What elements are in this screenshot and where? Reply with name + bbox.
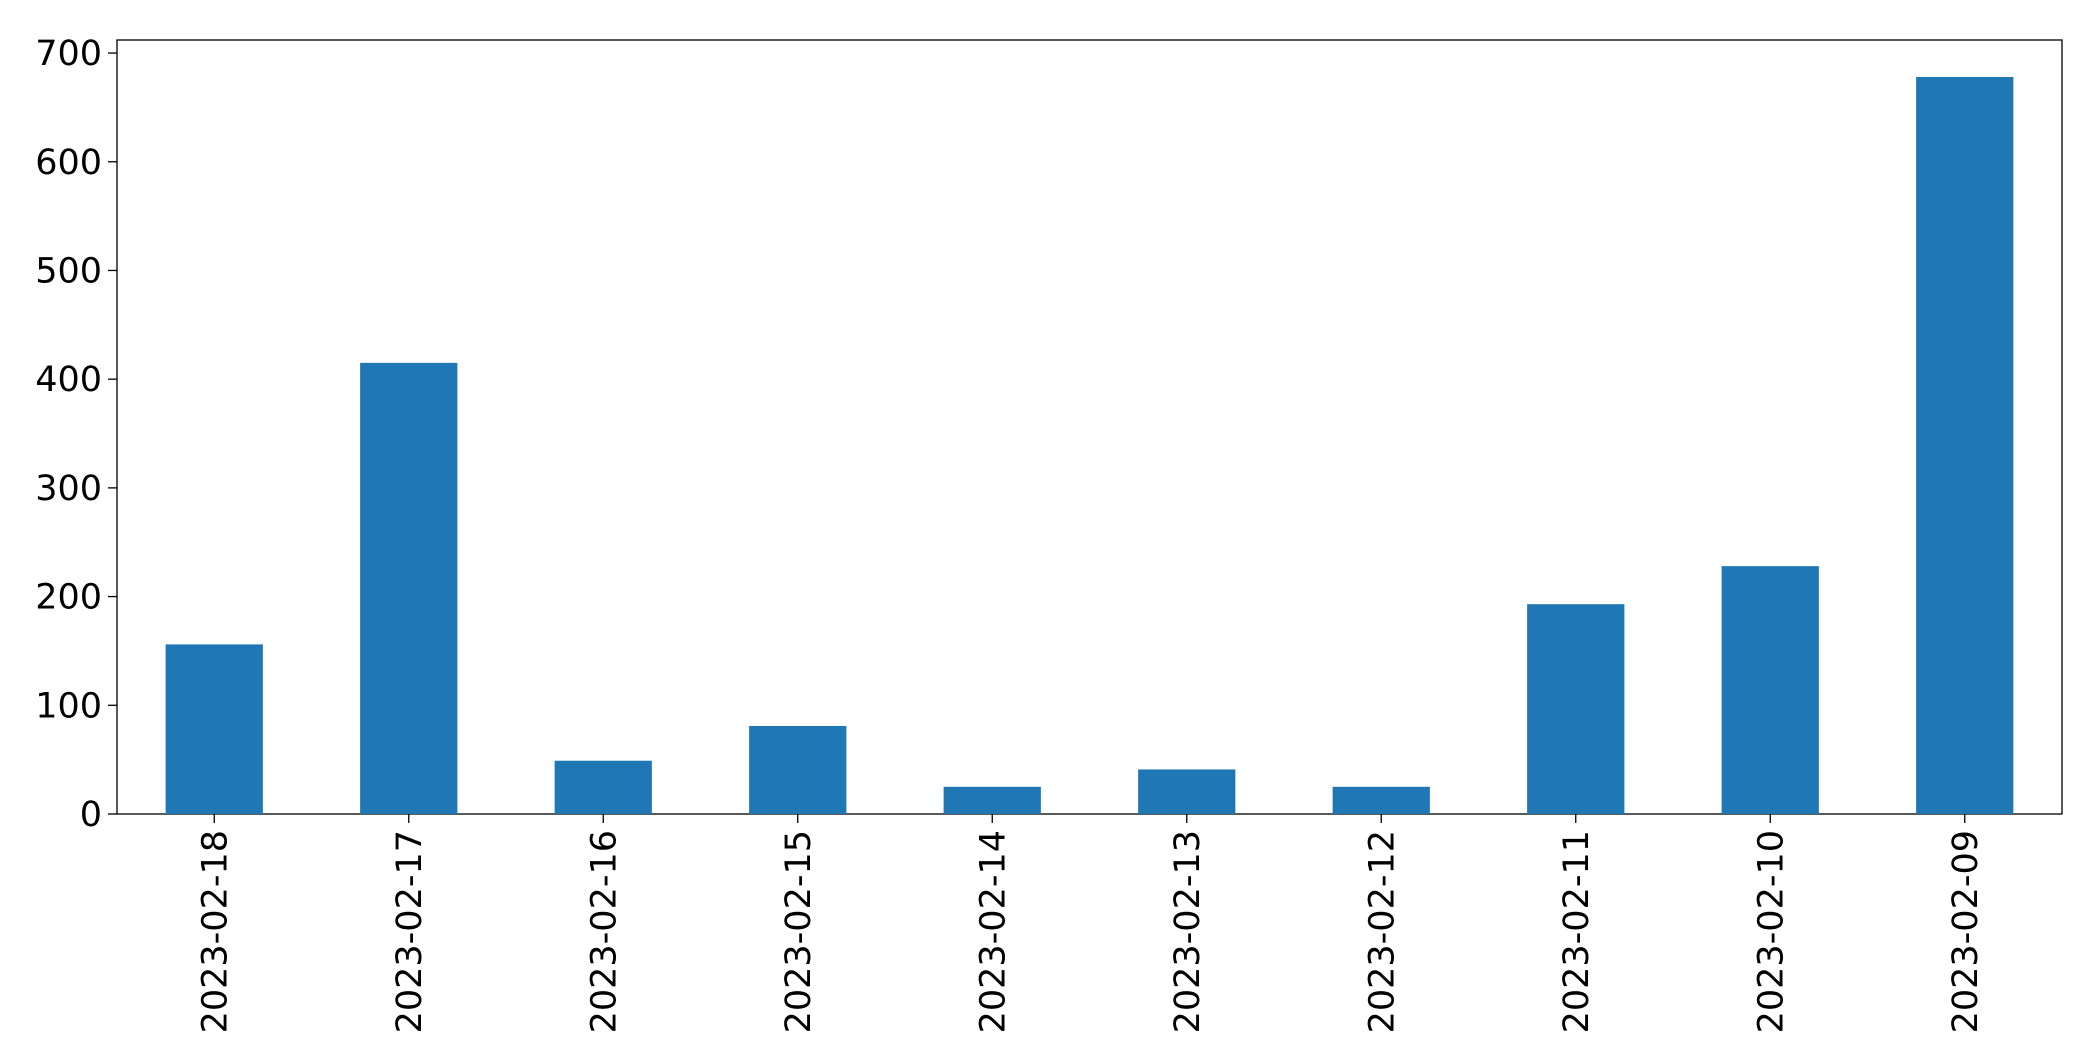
x-tick-label: 2023-02-11 [1557, 830, 1597, 1033]
bar [943, 786, 1041, 814]
x-tick-label: 2023-02-18 [195, 830, 235, 1033]
bar [1916, 76, 2014, 814]
y-tick-label: 100 [35, 686, 102, 726]
x-tick-label: 2023-02-12 [1362, 830, 1402, 1033]
x-tick-label: 2023-02-14 [973, 830, 1013, 1033]
x-tick-label: 2023-02-15 [779, 830, 819, 1033]
bar [749, 725, 847, 814]
y-tick-label: 300 [35, 469, 102, 509]
y-tick-label: 200 [35, 578, 102, 618]
y-tick-label: 500 [35, 251, 102, 291]
bar [1138, 769, 1236, 814]
x-tick-label: 2023-02-16 [584, 830, 624, 1033]
x-tick-label: 2023-02-10 [1751, 830, 1791, 1033]
x-tick-label: 2023-02-09 [1946, 830, 1986, 1033]
bar [1332, 786, 1430, 814]
bar [554, 760, 652, 814]
bar [165, 644, 263, 814]
plot-frame [116, 39, 2063, 815]
bar [360, 362, 458, 814]
y-tick-label: 700 [35, 34, 102, 74]
y-tick-label: 0 [80, 795, 102, 835]
x-tick-label: 2023-02-17 [390, 830, 430, 1033]
bar [1721, 566, 1819, 814]
bar [1527, 604, 1625, 814]
y-tick-label: 600 [35, 143, 102, 183]
x-tick-label: 2023-02-13 [1168, 830, 1208, 1033]
y-tick-label: 400 [35, 360, 102, 400]
